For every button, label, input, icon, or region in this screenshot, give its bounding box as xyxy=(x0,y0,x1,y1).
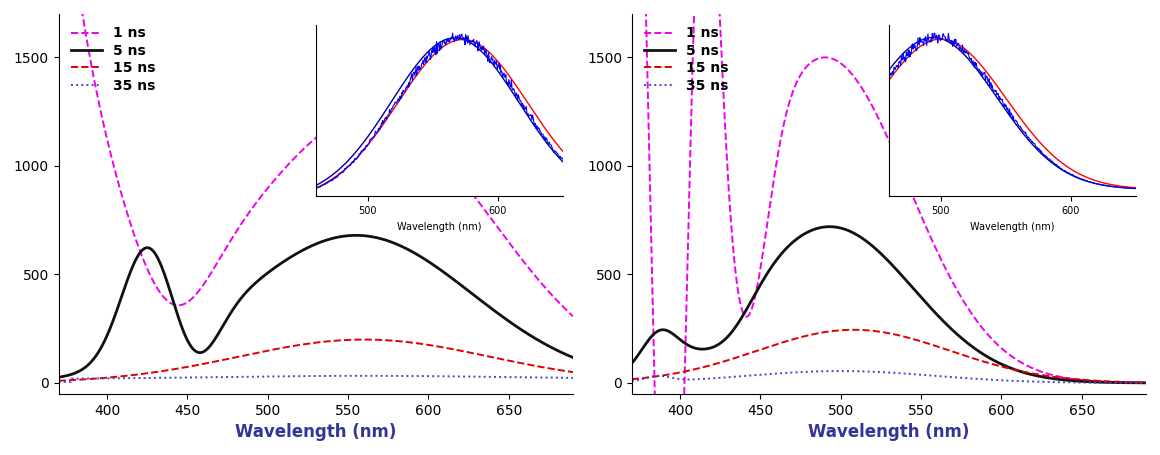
Legend: 1 ns, 5 ns, 15 ns, 35 ns: 1 ns, 5 ns, 15 ns, 35 ns xyxy=(66,21,161,98)
X-axis label: Wavelength (nm): Wavelength (nm) xyxy=(235,423,397,441)
X-axis label: Wavelength (nm): Wavelength (nm) xyxy=(809,423,970,441)
Legend: 1 ns, 5 ns, 15 ns, 35 ns: 1 ns, 5 ns, 15 ns, 35 ns xyxy=(639,21,734,98)
